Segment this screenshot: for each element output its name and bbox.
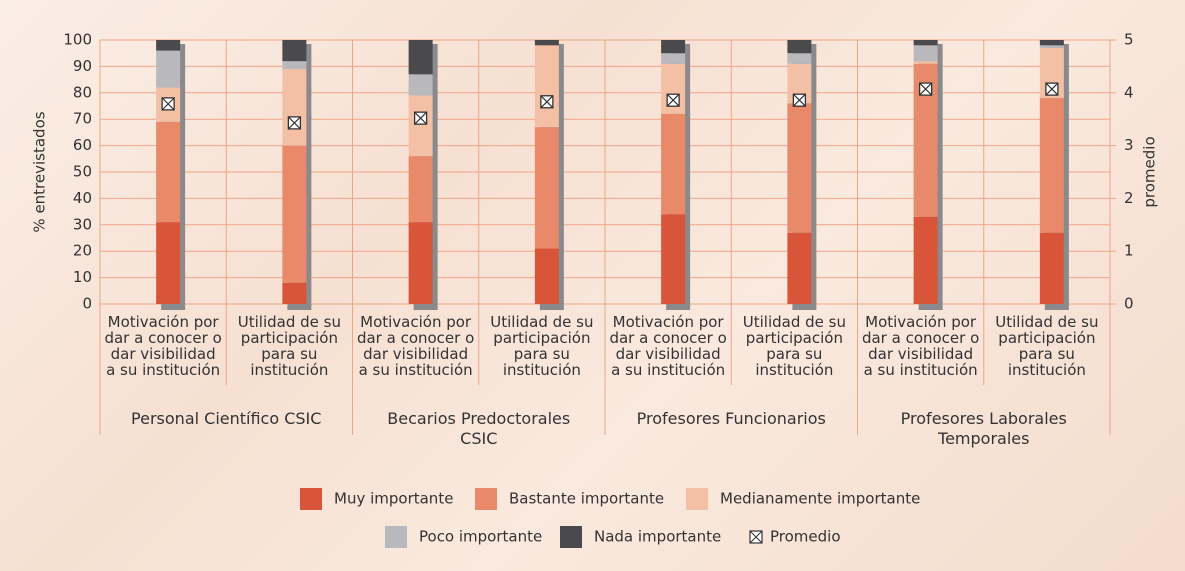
bar-segment <box>1039 45 1064 48</box>
bar-segment <box>661 113 686 215</box>
bar-segment <box>408 156 433 223</box>
legend-swatch <box>385 526 407 548</box>
bar-segment <box>787 40 812 54</box>
y-tick-label: 30 <box>73 215 92 233</box>
average-marker-x <box>1045 82 1059 96</box>
bar-segment <box>1039 98 1064 233</box>
bar-segment <box>1039 232 1064 304</box>
y-tick-label: 20 <box>73 242 92 260</box>
bar-segment <box>282 61 307 70</box>
y-tick-label: 60 <box>73 136 92 154</box>
x-tick-label: Motivación por dar a conocer o dar visib… <box>356 313 475 379</box>
x-tick-label: Utilidad de su participación para su ins… <box>490 313 594 379</box>
x-tick-label: Motivación por dar a conocer o dar visib… <box>861 313 980 379</box>
average-marker-x <box>666 93 680 107</box>
y2-tick-label: 2 <box>1124 189 1134 207</box>
legend-label: Nada importante <box>594 528 721 546</box>
bar-segment <box>156 121 181 223</box>
legend-swatch <box>560 526 582 548</box>
y-tick-label: 90 <box>73 57 92 75</box>
average-marker-x <box>792 93 806 107</box>
bar-segment <box>913 45 938 62</box>
bar-segment <box>534 248 559 304</box>
legend-swatch-x <box>749 530 763 544</box>
y2-tick-label: 1 <box>1124 242 1134 260</box>
bar-segment <box>1039 40 1064 46</box>
x-tick-label: Motivación por dar a conocer o dar visib… <box>104 313 222 379</box>
average-marker-x <box>287 116 301 130</box>
bar-segment <box>661 214 686 304</box>
bar-segment <box>282 69 307 146</box>
y-tick-label: 50 <box>73 163 92 181</box>
legend-label: Bastante importante <box>509 490 664 508</box>
average-marker-x <box>161 97 175 111</box>
legend-label: Muy importante <box>334 490 453 508</box>
bar-segment <box>282 40 307 62</box>
legend-swatch <box>475 488 497 510</box>
legend-swatch <box>686 488 708 510</box>
x-tick-label: Utilidad de su participación para su ins… <box>742 313 846 379</box>
bar-segment <box>661 53 686 64</box>
y-tick-label: 10 <box>73 268 92 286</box>
bar-segment <box>156 50 181 88</box>
y-axis-label: % entrevistados <box>31 111 49 232</box>
bar-segment <box>787 53 812 64</box>
bar-segment <box>913 40 938 46</box>
y-tick-label: 100 <box>63 31 92 49</box>
x-tick-label: Utilidad de su participación para su ins… <box>237 313 341 379</box>
average-marker-x <box>414 111 428 125</box>
bar-segment <box>408 95 433 157</box>
bar-segment <box>661 40 686 54</box>
bar-segment <box>913 216 938 304</box>
y-tick-label: 40 <box>73 189 92 207</box>
legend-label: Promedio <box>770 528 841 546</box>
bar-segment <box>913 61 938 64</box>
y2-tick-label: 0 <box>1124 295 1134 313</box>
y-tick-label: 0 <box>82 295 92 313</box>
legend-label: Poco importante <box>419 528 542 546</box>
group-label: Personal Científico CSIC <box>131 409 322 428</box>
group-label: Profesores Funcionarios <box>636 409 826 428</box>
legend-label: Medianamente importante <box>720 490 920 508</box>
y2-axis-label: promedio <box>1141 136 1159 207</box>
y-tick-label: 80 <box>73 83 92 101</box>
average-marker-x <box>919 82 933 96</box>
bar-segment <box>534 45 559 128</box>
bar-segment <box>408 40 433 75</box>
average-marker-x <box>540 95 554 109</box>
y-tick-label: 70 <box>73 110 92 128</box>
y2-tick-label: 5 <box>1124 31 1134 49</box>
bar-segment <box>282 282 307 304</box>
bar-segment <box>534 40 559 46</box>
group-label: Profesores Laborales Temporales <box>900 409 1067 448</box>
bar-segment <box>534 127 559 249</box>
y2-tick-label: 4 <box>1124 83 1134 101</box>
bar-segment <box>408 222 433 304</box>
legend-swatch <box>300 488 322 510</box>
x-tick-label: Utilidad de su participación para su ins… <box>995 313 1099 379</box>
group-label: Becarios Predoctorales CSIC <box>387 409 571 448</box>
bar-segment <box>787 103 812 233</box>
bar-segment <box>787 232 812 304</box>
bar-segment <box>282 145 307 283</box>
bar-segment <box>156 40 181 51</box>
bar-segment <box>156 222 181 304</box>
bar-segment <box>408 74 433 96</box>
x-tick-label: Motivación por dar a conocer o dar visib… <box>609 313 727 379</box>
y2-tick-label: 3 <box>1124 136 1134 154</box>
